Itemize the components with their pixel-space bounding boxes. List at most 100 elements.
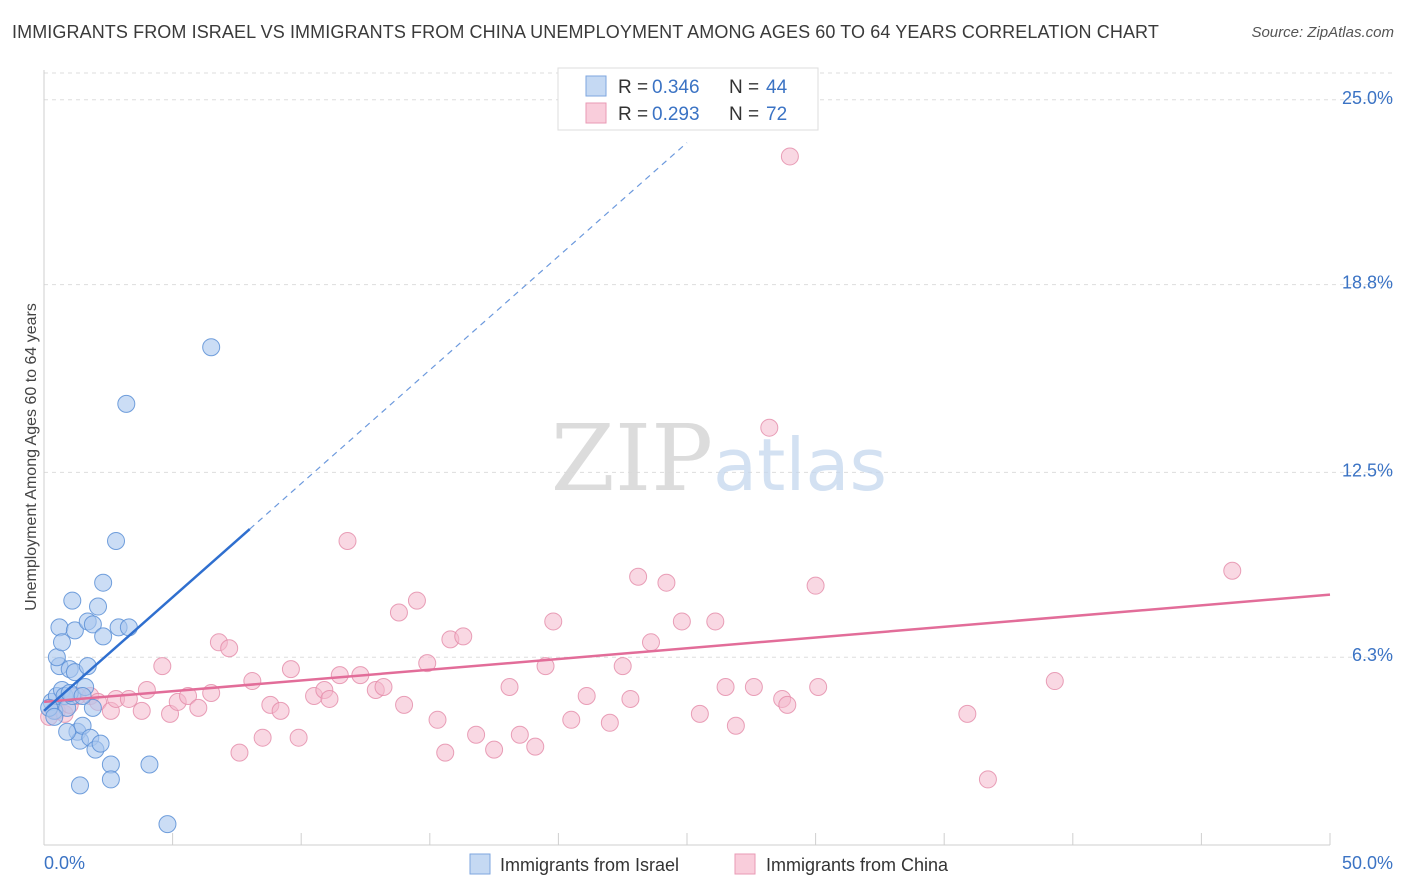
y-tick-label-1: 12.5% [1342,460,1393,480]
china-point-9 [119,689,138,708]
china-point-19 [220,639,239,658]
china-point-70 [978,770,997,789]
israel-point-39 [202,338,221,357]
china-point-36 [395,695,414,714]
china-point-58 [672,612,691,631]
china-trend-line [43,593,1331,704]
trend-lines [43,142,1331,712]
china-point-64 [760,418,779,437]
china-point-40 [436,743,455,762]
china-point-48 [536,657,555,676]
china-point-68 [809,678,828,697]
israel-point-36 [119,618,138,637]
stats-legend-r-label-china: R = [618,104,648,125]
stats-legend-r-label-israel: R = [618,77,648,98]
series-legend-label-israel: Immigrants from Israel [500,855,679,875]
israel-point-29 [94,573,113,592]
china-point-57 [657,573,676,592]
israel-point-31 [101,770,120,789]
china-point-54 [621,689,640,708]
china-point-30 [330,666,349,685]
israel-point-12 [50,618,69,637]
x-axis-ticks [172,833,1331,845]
series-legend-swatch-israel [469,853,491,875]
israel-point-14 [63,591,82,610]
china-point-45 [500,678,519,697]
china-point-71 [1045,672,1064,691]
china-point-35 [389,603,408,622]
israel-point-28 [94,627,113,646]
china-point-20 [230,743,249,762]
china-point-21 [243,672,262,691]
china-point-72 [1223,561,1242,580]
series-israel-points [40,338,221,834]
y-tick-label-3: 25.0% [1342,88,1393,108]
stats-legend: R = 0.346 N = 44 R = 0.293 N = 72 [557,67,819,131]
y-axis-label: Unemployment Among Ages 60 to 64 years [23,303,40,611]
israel-point-33 [107,531,126,550]
israel-point-32 [71,776,90,795]
china-point-61 [716,678,735,697]
china-point-39 [428,710,447,729]
china-point-53 [613,657,632,676]
y-tick-labels: 6.3% 12.5% 18.8% 25.0% [1342,88,1393,665]
x-tick-label-max: 50.0% [1342,853,1393,873]
israel-point-37 [140,755,159,774]
israel-point-35 [117,394,136,413]
china-point-38 [418,654,437,673]
israel-point-41 [58,722,77,741]
israel-point-27 [91,734,110,753]
x-tick-label-min: 0.0% [44,853,85,873]
series-legend-swatch-china [734,853,756,875]
stats-legend-swatch-china [585,102,607,124]
china-point-51 [577,686,596,705]
china-point-59 [690,704,709,723]
china-point-11 [137,681,156,699]
china-point-56 [641,633,660,652]
stats-legend-r-israel: 0.346 [652,77,700,98]
china-point-47 [526,737,545,756]
china-point-26 [289,728,308,747]
israel-point-43 [73,686,92,705]
china-point-37 [407,591,426,610]
china-point-10 [132,701,151,720]
china-point-25 [281,660,300,679]
china-point-60 [706,612,725,631]
israel-point-23 [83,698,102,717]
china-point-67 [806,576,825,595]
china-point-29 [320,689,339,708]
israel-point-38 [158,815,177,834]
china-point-12 [153,657,172,676]
china-point-22 [253,728,272,747]
watermark-zip: ZIP [551,405,713,512]
israel-point-40 [45,707,64,726]
y-tick-label-0: 6.3% [1352,645,1393,665]
china-point-55 [629,567,648,586]
china-point-15 [179,686,198,705]
series-legend-label-china: Immigrants from China [766,855,949,875]
china-point-69 [958,704,977,723]
stats-legend-n-label-china: N = [729,104,759,125]
china-point-62 [726,716,745,735]
stats-legend-r-china: 0.293 [652,104,700,125]
china-point-63 [744,678,763,697]
china-point-24 [271,701,290,720]
china-point-66 [778,695,797,714]
israel-point-15 [65,621,84,640]
china-point-49 [544,612,563,631]
china-point-50 [562,710,581,729]
watermark-atlas: atlas [713,423,887,507]
stats-legend-n-label-israel: N = [729,77,759,98]
china-point-44 [485,740,504,759]
stats-legend-n-china: 72 [766,104,787,125]
israel-trend-extension [249,142,688,530]
israel-point-26 [89,597,108,616]
series-legend: Immigrants from Israel Immigrants from C… [469,853,949,875]
china-point-16 [189,698,208,717]
stats-legend-n-israel: 44 [766,77,788,98]
y-tick-label-2: 18.8% [1342,273,1393,293]
chart-source: Source: ZipAtlas.com [1251,24,1394,41]
china-point-31 [338,531,357,550]
chart-title: IMMIGRANTS FROM ISRAEL VS IMMIGRANTS FRO… [12,22,1159,42]
stats-legend-swatch-israel [585,75,607,97]
